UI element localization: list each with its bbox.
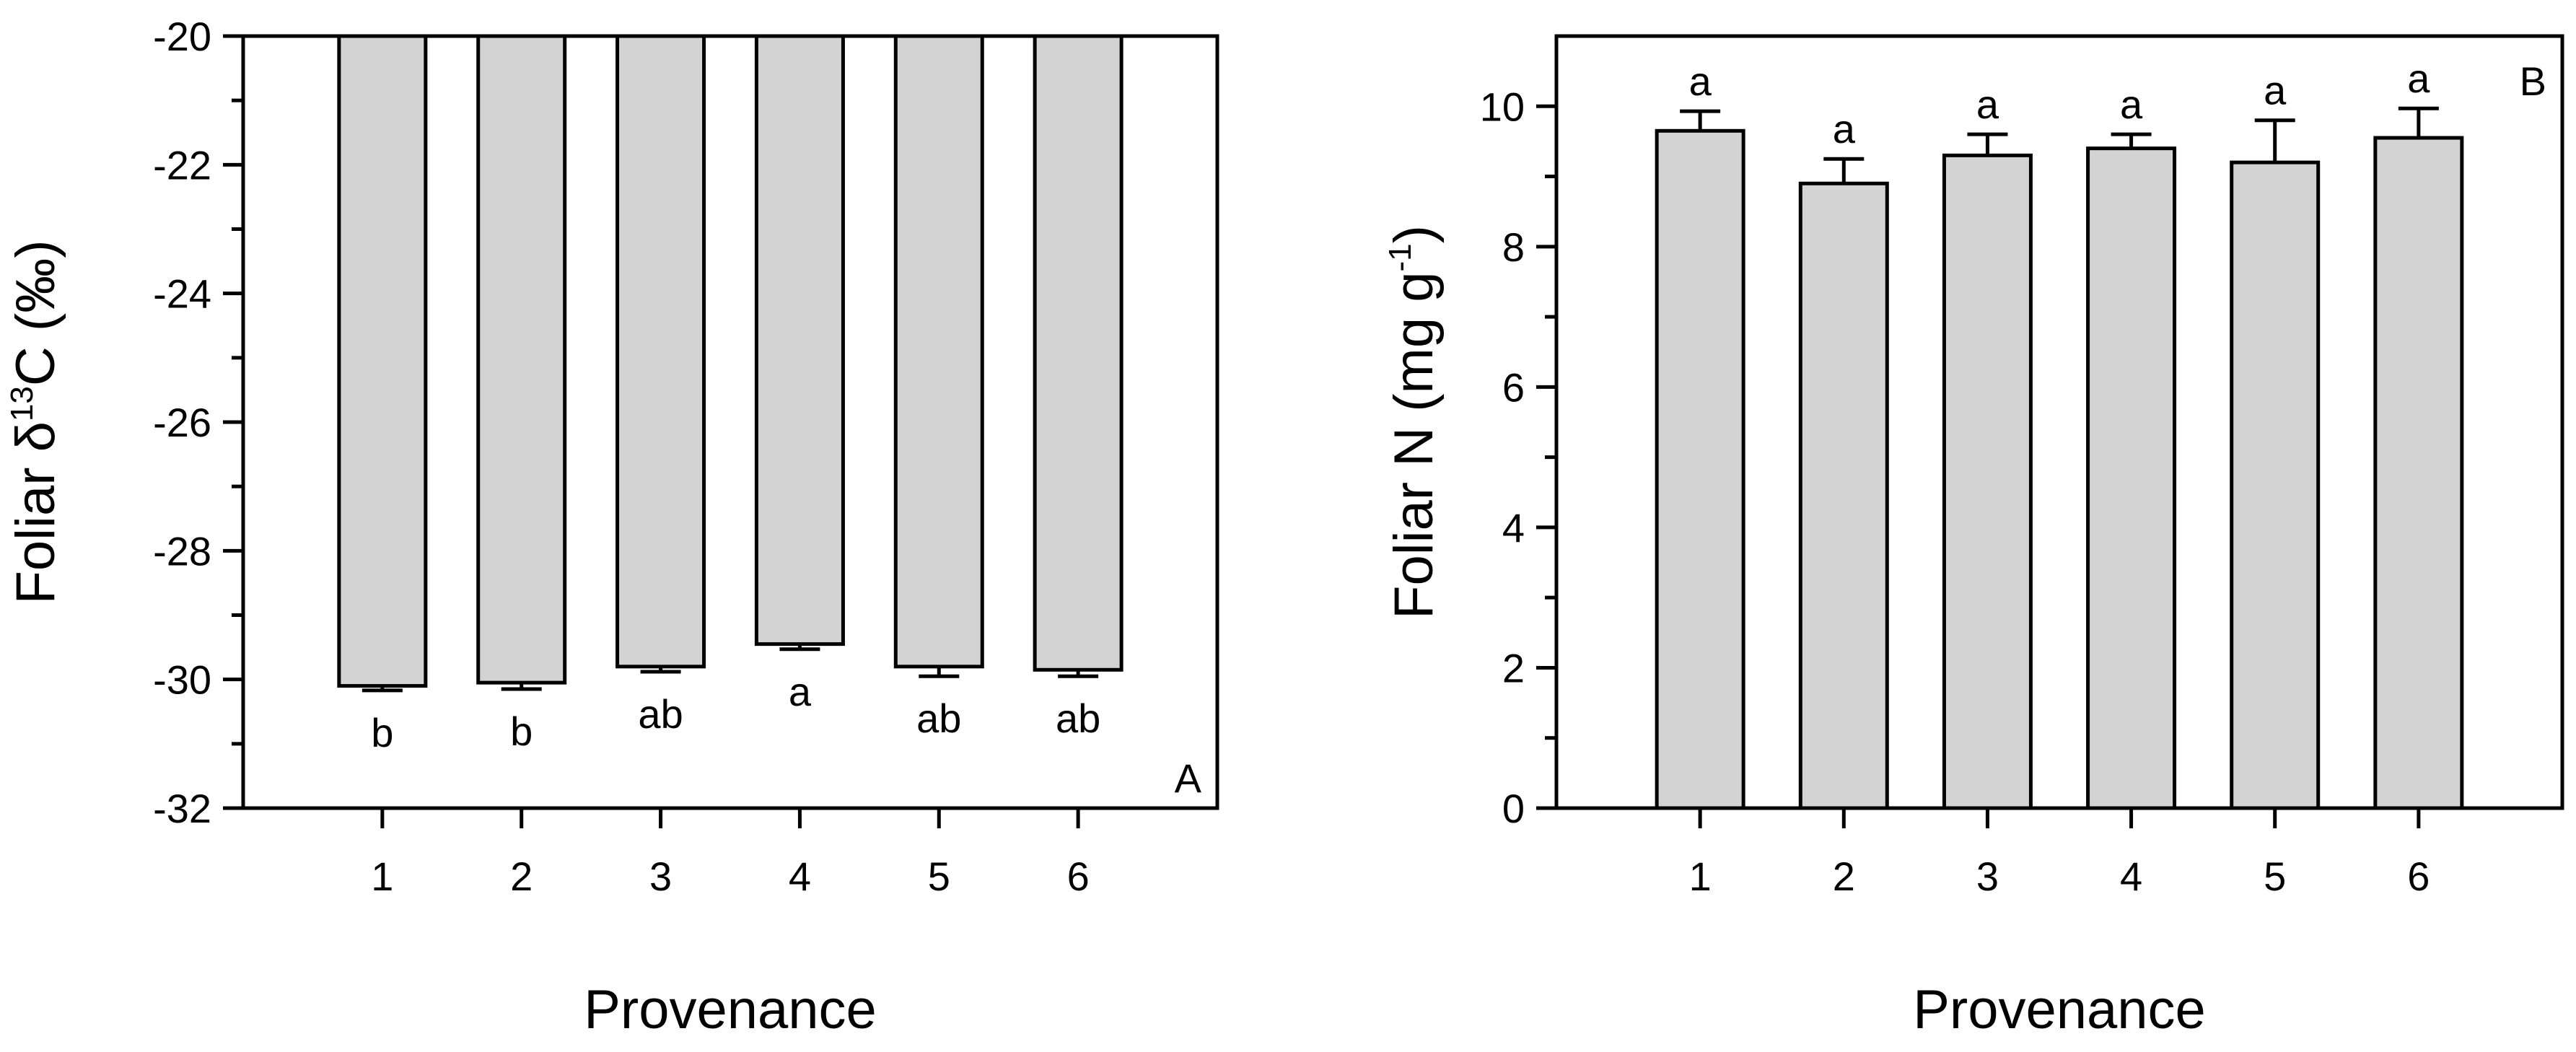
significance-label-2: b — [510, 709, 533, 754]
x-tick-label: 2 — [510, 854, 533, 899]
y-tick-label: 8 — [1502, 224, 1525, 270]
y-tick-label: -30 — [153, 657, 211, 703]
y-axis-title-suffix: C (‰) — [5, 240, 66, 386]
bar-4 — [754, 34, 845, 646]
x-tick-label: 6 — [1067, 854, 1090, 899]
x-tick-label: 5 — [928, 854, 950, 899]
y-axis-title-suffix: ) — [1383, 225, 1445, 243]
significance-label-6: ab — [1056, 696, 1100, 741]
y-tick-label: 10 — [1480, 84, 1525, 129]
significance-label-4: a — [2120, 82, 2143, 127]
y-axis-title-prefix: Foliar N (mg g — [1383, 272, 1445, 619]
y-tick-label: 2 — [1502, 645, 1525, 691]
bar-2 — [1798, 181, 1889, 810]
x-tick-label: 3 — [1976, 854, 1999, 899]
y-tick-label: 4 — [1502, 505, 1525, 551]
y-axis-title-superscript: 13 — [4, 386, 40, 421]
y-tick-label: 0 — [1502, 786, 1525, 831]
x-tick-label: 4 — [2120, 854, 2142, 899]
x-axis-title: Provenance — [584, 979, 877, 1040]
bar-3 — [615, 34, 706, 669]
significance-label-3: ab — [638, 691, 683, 737]
significance-label-5: a — [2264, 68, 2287, 113]
significance-label-3: a — [1976, 82, 1999, 127]
bar-1 — [337, 34, 428, 688]
x-tick-label: 1 — [371, 854, 393, 899]
x-tick-label: 3 — [649, 854, 672, 899]
x-tick-label: 2 — [1833, 854, 1855, 899]
panel-label: B — [2520, 58, 2546, 104]
x-tick-label: 1 — [1689, 854, 1712, 899]
bar-6 — [1033, 34, 1123, 672]
y-axis-title-superscript: -1 — [1383, 243, 1418, 271]
chart-panel-a: b b ab a ab ab -20 -22 -24 -26 -28 -30 -32 1 2 3 4 5 6 Prov… — [4, 14, 1219, 1040]
panel-label: A — [1175, 755, 1202, 801]
significance-label-1: a — [1689, 58, 1712, 104]
significance-label-2: a — [1833, 106, 1856, 152]
y-tick-label: -26 — [153, 400, 211, 445]
x-tick-label: 4 — [789, 854, 811, 899]
y-tick-label: -28 — [153, 528, 211, 574]
bar-5 — [893, 34, 984, 669]
x-tick-label: 6 — [2407, 854, 2430, 899]
bar-6 — [2373, 136, 2464, 810]
y-tick-label: -20 — [153, 14, 211, 59]
bar-3 — [1942, 153, 2033, 810]
significance-label-4: a — [789, 669, 812, 714]
significance-label-5: ab — [916, 696, 961, 741]
significance-label-6: a — [2407, 56, 2430, 101]
y-axis-title: Foliar δ13C (‰) — [4, 240, 66, 604]
y-tick-label: -32 — [153, 786, 211, 831]
bar-2 — [476, 34, 567, 685]
bar-5 — [2230, 160, 2321, 810]
y-tick-label: -24 — [153, 271, 211, 317]
plot-frame — [1554, 34, 2564, 810]
bar-1 — [1655, 128, 1745, 810]
x-tick-label: 5 — [2264, 854, 2286, 899]
significance-label-1: b — [371, 710, 393, 755]
y-axis-title: Foliar N (mg g-1) — [1383, 225, 1445, 619]
x-axis-title: Provenance — [1913, 979, 2206, 1040]
y-axis-title-prefix: Foliar δ — [5, 421, 66, 604]
y-tick-label: 6 — [1502, 364, 1525, 410]
y-tick-label: -22 — [153, 142, 211, 188]
bar-4 — [2086, 146, 2177, 810]
